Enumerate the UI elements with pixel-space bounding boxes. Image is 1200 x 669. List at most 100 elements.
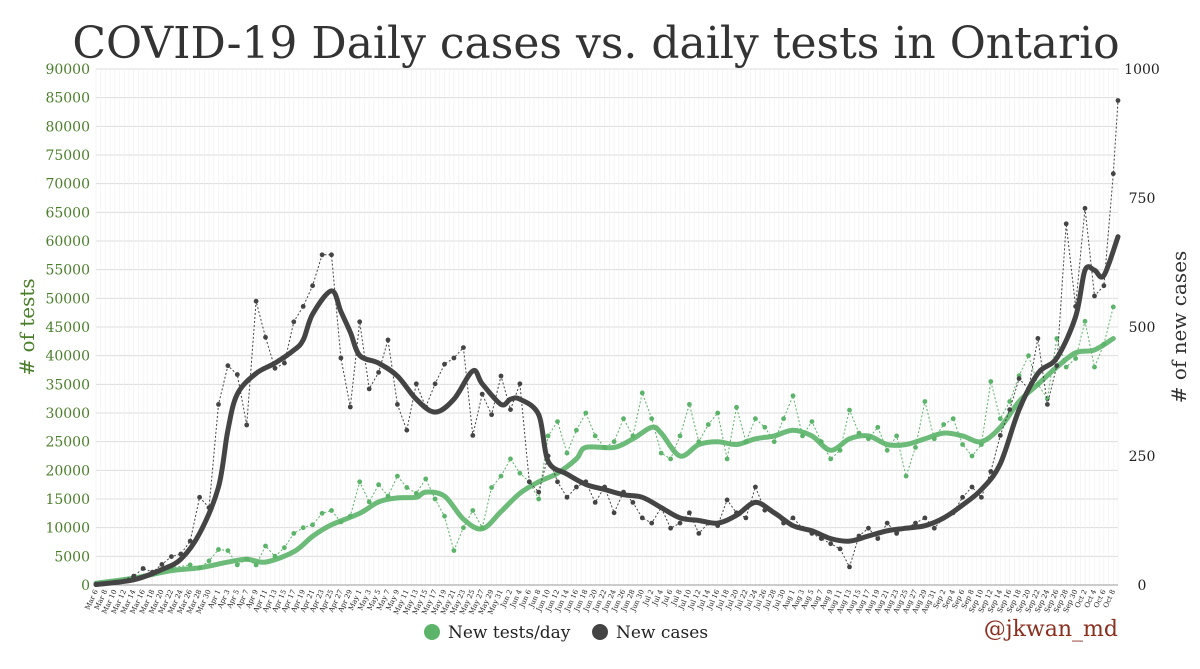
left-tick-label: 25000 bbox=[45, 435, 90, 451]
cases-daily-point bbox=[621, 489, 626, 495]
tests-daily-point bbox=[979, 442, 984, 447]
tests-daily-point bbox=[884, 447, 890, 453]
cases-daily-point bbox=[376, 370, 381, 375]
tests-daily-point bbox=[922, 399, 928, 404]
left-tick-label: 90000 bbox=[45, 62, 90, 78]
legend-label-tests: New tests/day bbox=[448, 623, 571, 643]
tests-daily-point bbox=[837, 447, 843, 453]
cases-daily-point bbox=[875, 536, 881, 541]
cases-daily-point bbox=[1082, 205, 1088, 211]
cases-daily-point bbox=[837, 546, 843, 552]
cases-daily-point bbox=[781, 520, 786, 526]
cases-daily-point bbox=[1026, 386, 1031, 392]
cases-daily-point bbox=[724, 497, 730, 503]
cases-daily-point bbox=[347, 404, 353, 410]
tests-daily-point bbox=[602, 445, 607, 450]
axis-layer: 0500010000150002000025000300003500040000… bbox=[45, 62, 1159, 616]
tests-daily-point bbox=[1054, 336, 1060, 341]
tests-daily-point bbox=[376, 482, 381, 488]
cases-daily-point bbox=[253, 298, 259, 304]
cases-daily-point bbox=[169, 554, 174, 559]
tests-daily-point bbox=[705, 422, 711, 427]
left-tick-label: 80000 bbox=[45, 119, 90, 135]
cases-daily-point bbox=[234, 372, 240, 377]
tests-daily-point bbox=[272, 553, 278, 559]
cases-daily-point bbox=[366, 386, 372, 392]
cases-daily-point bbox=[611, 510, 617, 516]
right-tick-label: 500 bbox=[1129, 320, 1156, 336]
cases-daily-point bbox=[903, 525, 909, 531]
tests-daily-point bbox=[206, 558, 212, 564]
cases-daily-point bbox=[206, 505, 212, 510]
cases-daily-point bbox=[884, 520, 890, 526]
cases-daily-point bbox=[941, 515, 947, 521]
cases-daily-point bbox=[913, 520, 918, 526]
cases-daily-point bbox=[178, 551, 184, 557]
tests-daily-point bbox=[592, 433, 598, 439]
cases-daily-point bbox=[1092, 293, 1097, 299]
cases-daily-point bbox=[677, 520, 683, 526]
cases-daily-line bbox=[95, 100, 1119, 585]
cases-rolling-average-line bbox=[93, 234, 1121, 587]
right-tick-label: 1000 bbox=[1124, 62, 1160, 78]
left-tick-label: 65000 bbox=[45, 205, 90, 221]
tests-daily-point bbox=[809, 419, 815, 424]
cases-daily-point bbox=[847, 564, 852, 570]
tests-daily-point bbox=[508, 456, 513, 462]
tests-daily-point bbox=[677, 433, 683, 439]
left-axis-label: # of tests bbox=[15, 278, 39, 375]
cases-daily-point bbox=[216, 402, 221, 407]
tests-daily-point bbox=[244, 556, 250, 562]
cases-daily-point bbox=[790, 515, 796, 521]
tests-daily-point bbox=[875, 424, 881, 430]
cases-daily-point bbox=[197, 494, 203, 500]
tests-daily-point bbox=[611, 439, 617, 445]
right-tick-label: 750 bbox=[1129, 191, 1156, 207]
cases-daily-point bbox=[592, 500, 598, 505]
tests-daily-point bbox=[395, 473, 400, 479]
tests-daily-point bbox=[291, 531, 297, 536]
cases-daily-point bbox=[856, 533, 862, 539]
cases-daily-point bbox=[423, 404, 429, 410]
cases-daily-point bbox=[564, 494, 570, 500]
cases-daily-point bbox=[451, 355, 457, 361]
tests-daily-point bbox=[781, 416, 786, 422]
legend: New tests/day New cases bbox=[424, 623, 708, 643]
tests-daily-point bbox=[498, 473, 504, 479]
cases-daily-point bbox=[187, 538, 193, 544]
cases-daily-point bbox=[1063, 221, 1069, 227]
tests-daily-point bbox=[282, 545, 287, 551]
tests-daily-point bbox=[442, 513, 447, 519]
tests-daily-point bbox=[338, 519, 344, 525]
tests-daily-point bbox=[479, 525, 485, 531]
cases-daily-point bbox=[715, 523, 721, 529]
cases-daily-point bbox=[536, 489, 542, 495]
series-layer bbox=[93, 98, 1121, 587]
legend-swatch-cases bbox=[592, 624, 608, 640]
cases-daily-point bbox=[1035, 336, 1041, 341]
cases-daily-point bbox=[922, 515, 928, 521]
cases-daily-point bbox=[395, 402, 400, 407]
tests-daily-point bbox=[564, 450, 570, 456]
tests-daily-point bbox=[253, 562, 259, 568]
tests-daily-point bbox=[451, 548, 457, 553]
tests-daily-point bbox=[216, 547, 221, 552]
cases-daily-point bbox=[150, 569, 155, 575]
left-tick-label: 15000 bbox=[45, 492, 90, 508]
tests-daily-point bbox=[818, 439, 824, 445]
cases-daily-point bbox=[1045, 402, 1050, 407]
cases-daily-point bbox=[583, 479, 589, 485]
tests-daily-point bbox=[347, 513, 353, 519]
left-tick-label: 30000 bbox=[45, 406, 90, 422]
cases-daily-point bbox=[282, 360, 287, 366]
tests-daily-point bbox=[724, 456, 730, 462]
left-tick-label: 70000 bbox=[45, 177, 90, 193]
cases-daily-point bbox=[555, 479, 560, 485]
cases-daily-point bbox=[658, 505, 664, 510]
tests-rolling-average-line bbox=[93, 336, 1116, 586]
cases-daily-point bbox=[800, 525, 805, 531]
grid-layer bbox=[95, 68, 1119, 586]
right-tick-label: 0 bbox=[1138, 578, 1147, 594]
cases-daily-point bbox=[357, 319, 363, 325]
